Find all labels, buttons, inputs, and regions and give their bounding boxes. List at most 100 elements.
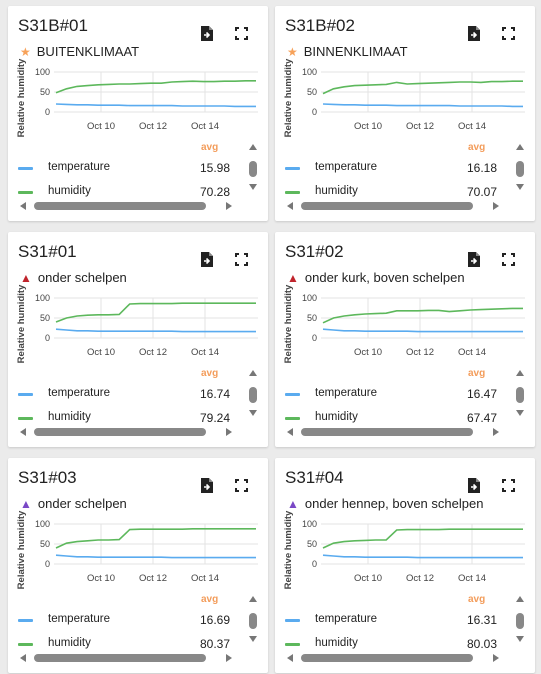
y-tick-label: 0	[45, 333, 50, 343]
legend-swatch	[18, 167, 33, 170]
legend-avg-value: 70.28	[199, 185, 230, 198]
legend-horizontal-scrollbar[interactable]	[287, 200, 513, 212]
legend-horizontal-scrollbar[interactable]	[287, 426, 513, 438]
legend-row-temperature[interactable]: temperature 15.98	[18, 160, 230, 176]
scroll-down-arrow[interactable]	[249, 410, 257, 416]
scroll-down-arrow[interactable]	[516, 410, 524, 416]
scroll-thumb[interactable]	[34, 654, 206, 662]
legend-vertical-scrollbar[interactable]	[246, 594, 260, 648]
scroll-left-arrow[interactable]	[287, 654, 293, 662]
humidity-series-line	[55, 79, 256, 94]
scroll-down-arrow[interactable]	[516, 184, 524, 190]
scroll-right-arrow[interactable]	[226, 202, 232, 210]
avg-column-header: avg	[468, 368, 486, 379]
legend-row-humidity[interactable]: humidity 80.03	[285, 636, 497, 650]
scroll-right-arrow[interactable]	[493, 202, 499, 210]
scroll-down-arrow[interactable]	[249, 636, 257, 642]
legend-horizontal-scrollbar[interactable]	[20, 426, 246, 438]
scroll-left-arrow[interactable]	[287, 202, 293, 210]
legend-row-temperature[interactable]: temperature 16.74	[18, 386, 230, 402]
legend-vertical-scrollbar[interactable]	[513, 368, 527, 422]
x-tick-label: Oct 14	[458, 573, 486, 584]
legend-row-humidity[interactable]: humidity 79.24	[18, 410, 230, 424]
scroll-up-arrow[interactable]	[249, 370, 257, 376]
fullscreen-icon[interactable]	[232, 24, 250, 42]
scroll-up-arrow[interactable]	[249, 596, 257, 602]
scroll-thumb[interactable]	[301, 202, 473, 210]
legend-horizontal-scrollbar[interactable]	[287, 652, 513, 664]
star-icon: ★	[20, 44, 31, 59]
y-axis-label: Relative humidity	[16, 510, 27, 589]
scroll-right-arrow[interactable]	[226, 654, 232, 662]
scroll-up-arrow[interactable]	[516, 370, 524, 376]
temperature-series-line	[55, 103, 256, 108]
y-axis-label: Relative humidity	[16, 58, 27, 137]
legend-swatch	[285, 619, 300, 622]
y-tick-label: 0	[45, 559, 50, 569]
temperature-series-line	[55, 554, 256, 559]
legend-series-name: humidity	[315, 411, 358, 423]
scroll-thumb[interactable]	[249, 161, 257, 177]
avg-column-header: avg	[468, 142, 486, 153]
legend-row-humidity[interactable]: humidity 80.37	[18, 636, 230, 650]
scroll-left-arrow[interactable]	[20, 654, 26, 662]
legend-row-humidity[interactable]: humidity 70.07	[285, 184, 497, 198]
legend-horizontal-scrollbar[interactable]	[20, 652, 246, 664]
legend-table: temperature 16.69 humidity 80.37	[8, 608, 248, 650]
y-tick-label: 100	[302, 293, 317, 303]
scroll-up-arrow[interactable]	[249, 144, 257, 150]
scroll-thumb[interactable]	[249, 387, 257, 403]
scroll-down-arrow[interactable]	[249, 184, 257, 190]
file-export-icon[interactable]	[198, 24, 216, 42]
scroll-right-arrow[interactable]	[493, 428, 499, 436]
legend-row-temperature[interactable]: temperature 16.47	[285, 386, 497, 402]
file-export-icon[interactable]	[198, 250, 216, 268]
legend-vertical-scrollbar[interactable]	[246, 142, 260, 196]
file-export-icon[interactable]	[198, 476, 216, 494]
fullscreen-icon[interactable]	[232, 476, 250, 494]
file-export-icon[interactable]	[465, 24, 483, 42]
legend-series-name: humidity	[48, 411, 91, 423]
legend-table: temperature 16.47 humidity 67.47	[275, 382, 515, 424]
scroll-thumb[interactable]	[516, 161, 524, 177]
fullscreen-icon[interactable]	[232, 250, 250, 268]
legend-row-humidity[interactable]: humidity 67.47	[285, 410, 497, 424]
legend-horizontal-scrollbar[interactable]	[20, 200, 246, 212]
fullscreen-icon[interactable]	[499, 250, 517, 268]
scroll-left-arrow[interactable]	[20, 202, 26, 210]
scroll-thumb[interactable]	[301, 428, 473, 436]
legend-row-temperature[interactable]: temperature 16.18	[285, 160, 497, 176]
scroll-thumb[interactable]	[34, 428, 206, 436]
scroll-right-arrow[interactable]	[493, 654, 499, 662]
scroll-right-arrow[interactable]	[226, 428, 232, 436]
fullscreen-icon[interactable]	[499, 24, 517, 42]
scroll-up-arrow[interactable]	[516, 144, 524, 150]
scroll-thumb[interactable]	[516, 387, 524, 403]
x-tick-label: Oct 14	[458, 121, 486, 132]
scroll-left-arrow[interactable]	[287, 428, 293, 436]
scroll-thumb[interactable]	[301, 654, 473, 662]
sensor-card: S31B#01 ★ BUITENKLIMAAT Relative humidity 10…	[8, 6, 268, 221]
humidity-chart: Relative humidity 100 50 0 Oct 10 Oct 12 Oct 1…	[16, 284, 258, 363]
file-export-icon[interactable]	[465, 250, 483, 268]
scroll-left-arrow[interactable]	[20, 428, 26, 436]
legend-series-name: humidity	[315, 637, 358, 649]
scroll-down-arrow[interactable]	[516, 636, 524, 642]
legend-swatch	[285, 417, 300, 420]
legend-row-temperature[interactable]: temperature 16.31	[285, 612, 497, 628]
scroll-thumb[interactable]	[516, 613, 524, 629]
legend-vertical-scrollbar[interactable]	[513, 142, 527, 196]
legend-row-temperature[interactable]: temperature 16.69	[18, 612, 230, 628]
y-tick-label: 100	[35, 519, 50, 529]
legend-vertical-scrollbar[interactable]	[513, 594, 527, 648]
scroll-up-arrow[interactable]	[516, 596, 524, 602]
legend-row-humidity[interactable]: humidity 70.28	[18, 184, 230, 198]
fullscreen-icon[interactable]	[499, 476, 517, 494]
card-subtitle-text: onder schelpen	[37, 496, 127, 511]
scroll-thumb[interactable]	[34, 202, 206, 210]
triangle-icon: ▲	[287, 496, 299, 511]
legend-vertical-scrollbar[interactable]	[246, 368, 260, 422]
file-export-icon[interactable]	[465, 476, 483, 494]
y-tick-label: 100	[302, 67, 317, 77]
scroll-thumb[interactable]	[249, 613, 257, 629]
